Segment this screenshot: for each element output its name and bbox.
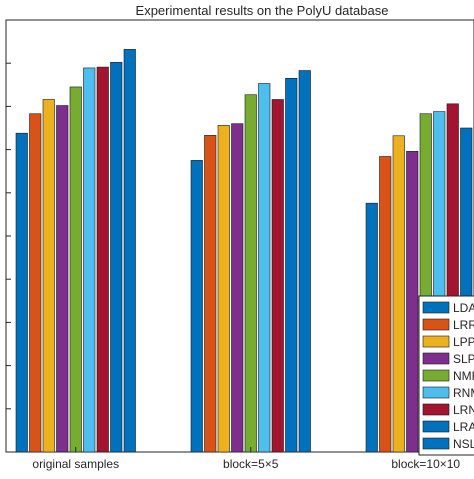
- bar-nslranmf-2: [298, 70, 311, 453]
- bar-lpp-3: [392, 135, 405, 453]
- bar-nmf-2: [244, 94, 257, 453]
- bars: [15, 49, 474, 453]
- bar-lranmf-2: [285, 78, 298, 453]
- bar-lrr-1: [29, 113, 42, 453]
- legend-swatch-lda: [422, 301, 450, 314]
- bar-lrr-3: [379, 156, 392, 453]
- bar-lpp-1: [42, 99, 55, 453]
- legend-swatch-slpp: [422, 352, 450, 365]
- chart-title: Experimental results on the PolyU databa…: [136, 3, 389, 18]
- legend-swatch-nmf: [422, 369, 450, 382]
- legend-label-lranmf: LRANMF: [453, 420, 474, 434]
- bar-slpp-3: [406, 151, 419, 453]
- x-tick-label: block=5×5: [223, 457, 279, 471]
- bar-lda-3: [365, 202, 378, 453]
- bar-lpp-2: [217, 125, 230, 453]
- legend-label-slpp: SLPP: [453, 352, 474, 366]
- bar-lrr-2: [204, 135, 217, 453]
- bar-nslranmf-1: [123, 49, 136, 453]
- legend-label-lda: LDA: [453, 301, 474, 315]
- x-tick-label: block=10×10: [391, 457, 460, 471]
- bar-slpp-1: [56, 105, 69, 453]
- legend-label-rnmf: RNMF: [453, 386, 474, 400]
- legend-swatch-lrnmf: [422, 403, 450, 416]
- x-axis-labels: original samples block=5×5 block=10×10: [32, 447, 460, 471]
- legend-label-nmf: NMF: [453, 369, 474, 383]
- bar-lranmf-1: [110, 62, 123, 453]
- bar-lrnmf-1: [96, 66, 109, 453]
- legend-label-lrr: LRR: [453, 318, 474, 332]
- bar-lda-1: [15, 132, 28, 453]
- legend-swatch-rnmf: [422, 386, 450, 399]
- bar-slpp-2: [231, 123, 244, 453]
- bar-lda-2: [190, 160, 203, 453]
- y-axis-ticks: [6, 62, 11, 410]
- legend: LDA LRR LPP SLPP NMF RNMF LRNMF LRANMF NSLRANMF: [418, 295, 474, 456]
- bar-nmf-1: [69, 86, 82, 453]
- bar-rnmf-1: [83, 67, 96, 453]
- legend-swatch-nslranmf: [422, 437, 450, 450]
- legend-label-lrnmf: LRNMF: [453, 403, 474, 417]
- bar-lrnmf-2: [271, 99, 284, 453]
- legend-swatch-lranmf: [422, 420, 450, 433]
- bar-rnmf-2: [258, 83, 271, 453]
- legend-swatch-lpp: [422, 335, 450, 348]
- x-tick-label: original samples: [32, 457, 119, 471]
- legend-label-nslranmf: NSLRANMF: [453, 437, 474, 451]
- legend-swatch-lrr: [422, 318, 450, 331]
- legend-label-lpp: LPP: [453, 335, 474, 349]
